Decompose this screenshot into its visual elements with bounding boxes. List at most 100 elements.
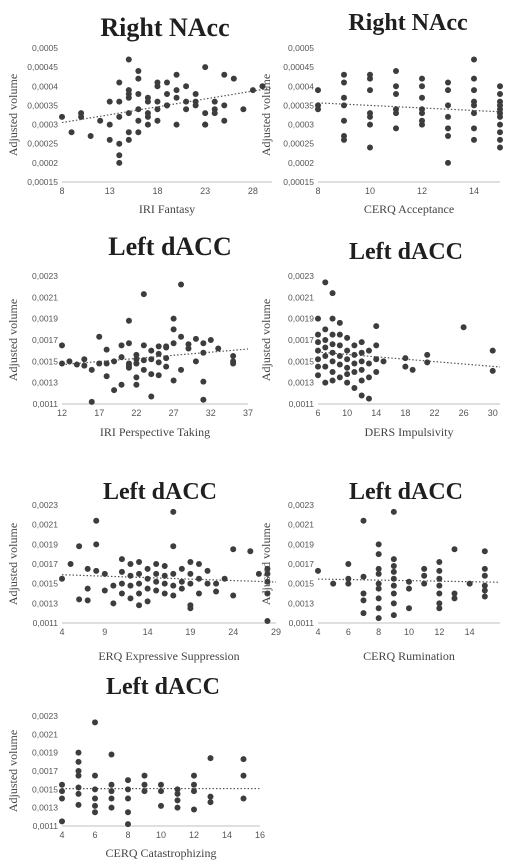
data-point xyxy=(375,541,382,548)
data-point xyxy=(108,788,115,795)
y-tick-label: 0,0011 xyxy=(33,399,59,409)
data-point xyxy=(144,585,151,592)
data-point xyxy=(406,585,412,592)
y-tick-label: 0,0005 xyxy=(288,43,314,53)
data-point xyxy=(103,360,110,367)
trend-line xyxy=(317,351,501,368)
data-point xyxy=(163,343,170,350)
data-point xyxy=(436,575,443,582)
data-point xyxy=(497,90,503,97)
data-point xyxy=(202,110,209,117)
data-point xyxy=(255,570,262,577)
data-point xyxy=(106,98,113,105)
y-tick-label: 0,0002 xyxy=(32,158,58,168)
data-point xyxy=(192,90,199,97)
data-point xyxy=(108,795,115,802)
data-point xyxy=(200,349,207,356)
x-tick-label: 30 xyxy=(488,408,498,418)
data-point xyxy=(163,355,170,362)
data-point xyxy=(393,67,399,74)
data-point xyxy=(315,339,321,346)
data-point xyxy=(140,291,147,298)
panel-title: Left dACC xyxy=(349,479,463,505)
y-tick-label: 0,0021 xyxy=(32,520,58,530)
data-point xyxy=(207,755,214,762)
scatter-panel: Left dACC 0,0011 0,0013 0,0015 0,0017 0,0019 0… xyxy=(6,479,281,663)
data-point xyxy=(419,75,425,82)
data-point xyxy=(178,585,185,592)
data-point xyxy=(135,106,142,113)
data-point xyxy=(419,121,425,128)
data-point xyxy=(125,340,132,347)
data-point xyxy=(360,597,367,604)
data-point xyxy=(108,751,115,758)
y-axis-label: Adjusted volume xyxy=(6,299,20,381)
data-point xyxy=(221,71,228,78)
data-point xyxy=(436,559,443,566)
data-point xyxy=(207,337,214,343)
y-tick-label: 0,0023 xyxy=(32,711,58,721)
data-point xyxy=(110,600,117,607)
data-point xyxy=(489,367,496,374)
data-point xyxy=(489,347,496,354)
data-point xyxy=(481,593,488,600)
data-point xyxy=(127,582,134,589)
panel-title: Right NAcc xyxy=(100,13,229,42)
data-point xyxy=(133,356,140,363)
trend-line xyxy=(317,102,501,113)
data-point xyxy=(358,377,365,384)
data-point xyxy=(173,87,180,94)
data-point xyxy=(170,508,177,515)
data-point xyxy=(68,129,75,136)
data-point xyxy=(330,580,337,587)
data-point xyxy=(88,398,95,405)
data-point xyxy=(409,366,416,373)
data-point xyxy=(322,326,329,333)
data-point xyxy=(108,804,115,811)
data-point xyxy=(436,582,443,589)
data-point xyxy=(144,575,151,582)
data-point xyxy=(329,358,336,365)
data-point xyxy=(230,546,237,553)
data-point xyxy=(497,121,503,128)
x-tick-label: 14 xyxy=(143,627,153,637)
data-point xyxy=(419,83,425,90)
data-point xyxy=(75,801,82,808)
data-point xyxy=(136,570,143,577)
x-tick-label: 26 xyxy=(459,408,469,418)
data-point xyxy=(315,356,321,363)
x-tick-label: 27 xyxy=(169,408,179,418)
y-tick-label: 0,0013 xyxy=(288,598,314,608)
data-point xyxy=(264,590,271,597)
data-point xyxy=(345,561,352,567)
x-axis-label: CERQ Rumination xyxy=(363,649,455,663)
x-tick-label: 16 xyxy=(255,830,265,840)
data-point xyxy=(125,821,131,828)
data-point xyxy=(436,590,443,597)
x-tick-label: 14 xyxy=(465,627,475,637)
data-point xyxy=(315,567,321,574)
data-point xyxy=(66,358,73,365)
data-point xyxy=(59,781,65,788)
data-point xyxy=(315,372,321,379)
data-point xyxy=(59,795,65,802)
data-point xyxy=(93,567,100,574)
y-tick-label: 0,00015 xyxy=(283,177,314,187)
data-point xyxy=(451,595,458,602)
data-point xyxy=(67,561,74,567)
data-point xyxy=(393,83,399,90)
data-point xyxy=(421,580,428,587)
data-point xyxy=(97,117,104,124)
data-point xyxy=(118,580,125,587)
y-tick-label: 0,0019 xyxy=(32,314,58,324)
data-point xyxy=(421,572,428,579)
data-point xyxy=(154,83,161,90)
data-point xyxy=(75,772,82,779)
y-axis-label: Adjusted volume xyxy=(259,523,273,605)
data-point xyxy=(191,772,197,779)
data-point xyxy=(336,353,343,359)
data-point xyxy=(118,354,125,361)
data-point xyxy=(106,121,113,128)
data-point xyxy=(127,572,134,579)
data-point xyxy=(365,374,372,381)
